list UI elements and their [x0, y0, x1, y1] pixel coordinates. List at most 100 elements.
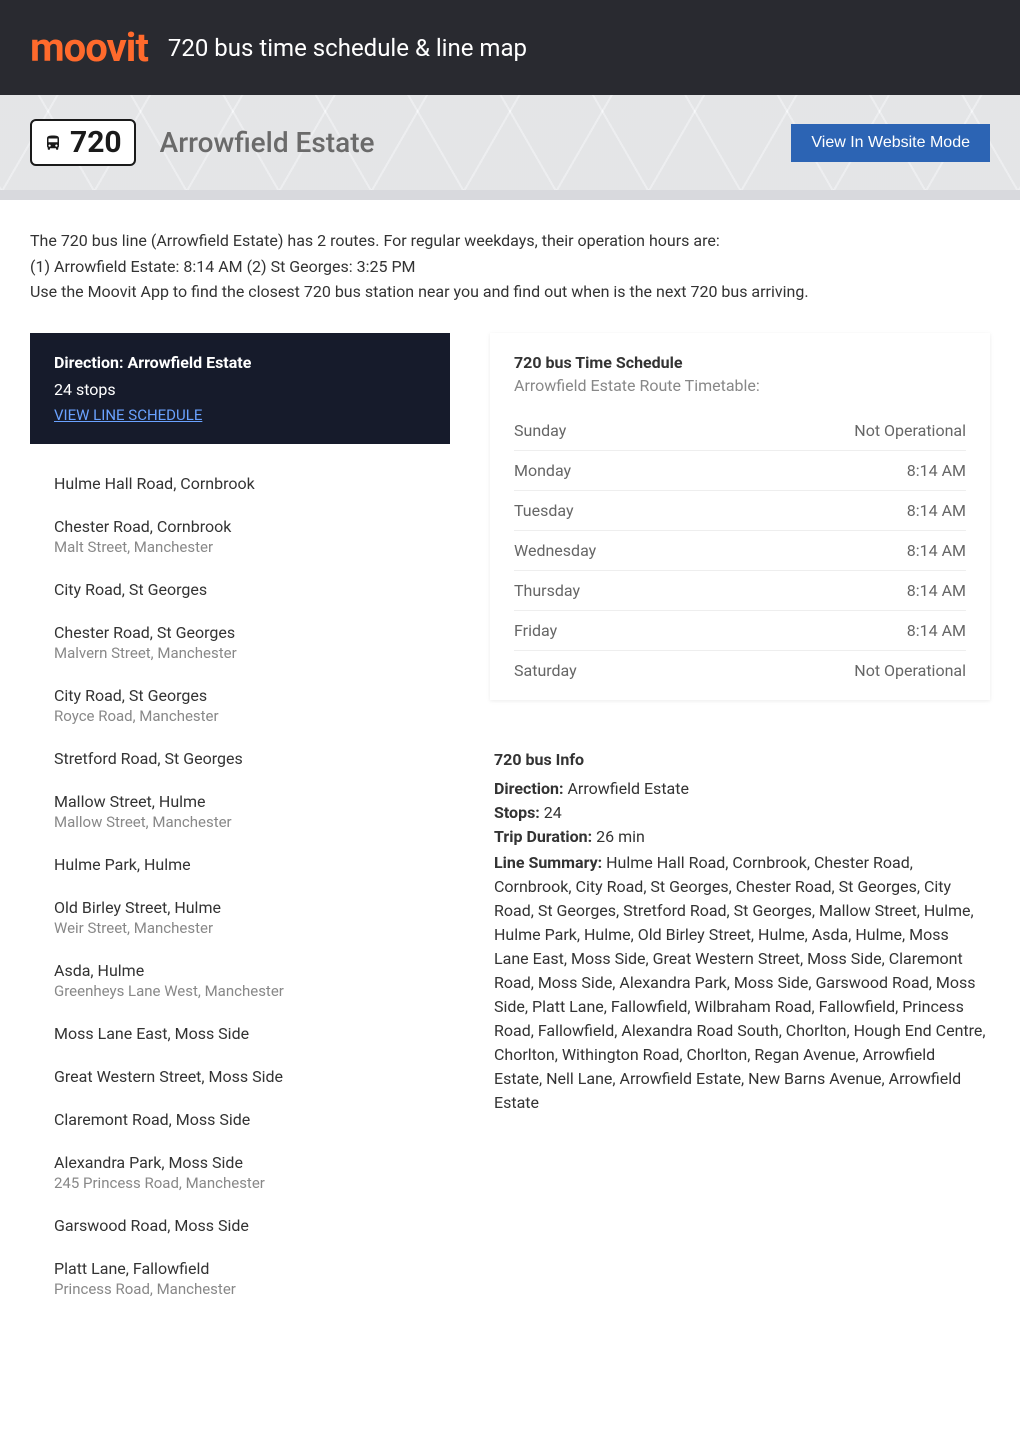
stop-name: Chester Road, Cornbrook	[54, 517, 426, 536]
direction-title: Direction: Arrowfield Estate	[54, 353, 426, 372]
schedule-row: Thursday 8:14 AM	[514, 571, 966, 611]
schedule-day: Friday	[514, 621, 557, 640]
intro-text: The 720 bus line (Arrowfield Estate) has…	[0, 200, 1020, 333]
stop-name: Hulme Hall Road, Cornbrook	[54, 474, 426, 493]
stop-name: Alexandra Park, Moss Side	[54, 1153, 426, 1172]
stop-name: City Road, St Georges	[54, 686, 426, 705]
stop-name: Platt Lane, Fallowfield	[54, 1259, 426, 1278]
info-direction-label: Direction:	[494, 779, 563, 798]
stop-item: City Road, St Georges Royce Road, Manches…	[54, 686, 426, 725]
schedule-row: Tuesday 8:14 AM	[514, 491, 966, 531]
schedule-time: 8:14 AM	[907, 461, 966, 480]
schedule-day: Wednesday	[514, 541, 596, 560]
stop-item: Hulme Hall Road, Cornbrook	[54, 474, 426, 493]
route-direction-title: Arrowfield Estate	[160, 126, 375, 159]
stop-item: Claremont Road, Moss Side	[54, 1110, 426, 1129]
schedule-subtitle: Arrowfield Estate Route Timetable:	[514, 376, 966, 395]
stop-item: Asda, Hulme Greenheys Lane West, Manchest…	[54, 961, 426, 1000]
stop-name: Mallow Street, Hulme	[54, 792, 426, 811]
route-number: 720	[70, 125, 122, 160]
stop-item: Platt Lane, Fallowfield Princess Road, Ma…	[54, 1259, 426, 1298]
stop-sublabel: Malvern Street, Manchester	[54, 644, 426, 662]
stop-sublabel: Malt Street, Manchester	[54, 538, 426, 556]
schedule-time: 8:14 AM	[907, 501, 966, 520]
direction-stops-count: 24 stops	[54, 380, 426, 399]
info-summary: Line Summary: Hulme Hall Road, Cornbrook…	[494, 851, 986, 1115]
view-schedule-link[interactable]: VIEW LINE SCHEDULE	[54, 406, 202, 424]
stop-name: Chester Road, St Georges	[54, 623, 426, 642]
content-columns: Direction: Arrowfield Estate 24 stops VI…	[0, 333, 1020, 1352]
schedule-day: Saturday	[514, 661, 577, 680]
left-column: Direction: Arrowfield Estate 24 stops VI…	[30, 333, 450, 1322]
stop-name: City Road, St Georges	[54, 580, 426, 599]
info-stops-label: Stops:	[494, 803, 540, 822]
stop-name: Claremont Road, Moss Side	[54, 1110, 426, 1129]
schedule-row: Monday 8:14 AM	[514, 451, 966, 491]
schedule-row: Saturday Not Operational	[514, 651, 966, 690]
schedule-row: Friday 8:14 AM	[514, 611, 966, 651]
stop-item: Old Birley Street, Hulme Weir Street, Man…	[54, 898, 426, 937]
stop-name: Asda, Hulme	[54, 961, 426, 980]
info-stops: Stops: 24	[494, 801, 986, 825]
stop-sublabel: Greenheys Lane West, Manchester	[54, 982, 426, 1000]
stop-sublabel: Royce Road, Manchester	[54, 707, 426, 725]
stop-item: Moss Lane East, Moss Side	[54, 1024, 426, 1043]
schedule-rows: SundayNot OperationalMonday8:14 AMTuesda…	[514, 411, 966, 690]
schedule-time: 8:14 AM	[907, 541, 966, 560]
stop-name: Moss Lane East, Moss Side	[54, 1024, 426, 1043]
view-website-button[interactable]: View In Website Mode	[791, 124, 990, 162]
page-header: moovit 720 bus time schedule & line map	[0, 0, 1020, 95]
info-summary-label: Line Summary:	[494, 853, 602, 872]
schedule-time: Not Operational	[854, 421, 966, 440]
hero-left: 720 Arrowfield Estate	[30, 119, 375, 166]
page-title: 720 bus time schedule & line map	[168, 34, 527, 62]
schedule-row: Sunday Not Operational	[514, 411, 966, 451]
direction-box: Direction: Arrowfield Estate 24 stops VI…	[30, 333, 450, 444]
schedule-day: Sunday	[514, 421, 566, 440]
info-direction-value: Arrowfield Estate	[563, 779, 688, 798]
stop-item: Chester Road, Cornbrook Malt Street, Manc…	[54, 517, 426, 556]
stop-item: Hulme Park, Hulme	[54, 855, 426, 874]
hero-banner: 720 Arrowfield Estate View In Website Mo…	[0, 95, 1020, 200]
info-duration-label: Trip Duration:	[494, 827, 592, 846]
bus-icon	[44, 134, 62, 152]
stop-item: Garswood Road, Moss Side	[54, 1216, 426, 1235]
schedule-day: Monday	[514, 461, 571, 480]
schedule-row: Wednesday 8:14 AM	[514, 531, 966, 571]
intro-line-2: (1) Arrowfield Estate: 8:14 AM (2) St Ge…	[30, 254, 990, 280]
stop-name: Stretford Road, St Georges	[54, 749, 426, 768]
intro-line-3: Use the Moovit App to find the closest 7…	[30, 279, 990, 305]
stops-list: Hulme Hall Road, Cornbrook Chester Road, …	[30, 444, 450, 1298]
stop-sublabel: Princess Road, Manchester	[54, 1280, 426, 1298]
moovit-logo: moovit	[30, 24, 148, 71]
info-duration-value: 26 min	[592, 827, 645, 846]
stop-item: City Road, St Georges	[54, 580, 426, 599]
stop-sublabel: Weir Street, Manchester	[54, 919, 426, 937]
schedule-time: Not Operational	[854, 661, 966, 680]
stop-item: Great Western Street, Moss Side	[54, 1067, 426, 1086]
stop-sublabel: Mallow Street, Manchester	[54, 813, 426, 831]
info-title: 720 bus Info	[494, 750, 986, 769]
stop-name: Garswood Road, Moss Side	[54, 1216, 426, 1235]
stop-item: Mallow Street, Hulme Mallow Street, Manch…	[54, 792, 426, 831]
info-summary-value: Hulme Hall Road, Cornbrook, Chester Road…	[494, 853, 986, 1112]
stop-item: Chester Road, St Georges Malvern Street, …	[54, 623, 426, 662]
schedule-time: 8:14 AM	[907, 581, 966, 600]
stop-name: Old Birley Street, Hulme	[54, 898, 426, 917]
stop-item: Alexandra Park, Moss Side 245 Princess Ro…	[54, 1153, 426, 1192]
schedule-title: 720 bus Time Schedule	[514, 353, 966, 372]
intro-line-1: The 720 bus line (Arrowfield Estate) has…	[30, 228, 990, 254]
stop-name: Hulme Park, Hulme	[54, 855, 426, 874]
info-direction: Direction: Arrowfield Estate	[494, 777, 986, 801]
info-duration: Trip Duration: 26 min	[494, 825, 986, 849]
stop-name: Great Western Street, Moss Side	[54, 1067, 426, 1086]
route-badge: 720	[30, 119, 136, 166]
schedule-day: Thursday	[514, 581, 580, 600]
stop-item: Stretford Road, St Georges	[54, 749, 426, 768]
schedule-time: 8:14 AM	[907, 621, 966, 640]
schedule-day: Tuesday	[514, 501, 574, 520]
right-column: 720 bus Time Schedule Arrowfield Estate …	[490, 333, 990, 1322]
info-box: 720 bus Info Direction: Arrowfield Estat…	[490, 750, 990, 1115]
stop-sublabel: 245 Princess Road, Manchester	[54, 1174, 426, 1192]
info-stops-value: 24	[540, 803, 562, 822]
